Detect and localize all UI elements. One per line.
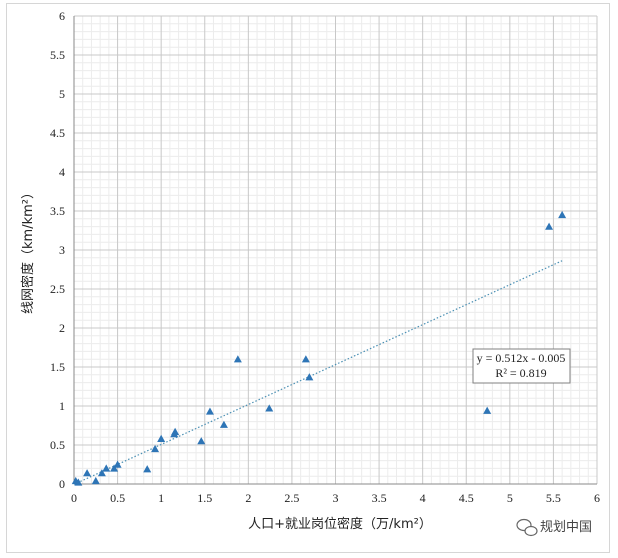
x-tick-label: 1.5 — [197, 491, 212, 505]
y-tick-label: 5.5 — [50, 48, 65, 62]
y-tick-label: 4 — [59, 165, 65, 179]
y-tick-label: 2.5 — [50, 282, 65, 296]
y-axis-title: 线网密度（km/km²） — [20, 186, 36, 314]
x-tick-label: 4.5 — [459, 491, 474, 505]
y-tick-label: 3.5 — [50, 204, 65, 218]
x-tick-label: 5.5 — [546, 491, 561, 505]
x-axis-title: 人口+就业岗位密度（万/km²） — [248, 516, 432, 532]
data-point — [143, 465, 152, 473]
wechat-icon — [516, 518, 538, 537]
y-tick-label: 4.5 — [50, 126, 65, 140]
data-point — [151, 444, 160, 453]
watermark: 规划中国 — [516, 518, 592, 537]
x-tick-label: 6 — [594, 491, 600, 505]
y-tick-label: 2 — [59, 321, 65, 335]
data-point — [301, 355, 310, 363]
y-tick-label: 5 — [59, 87, 65, 101]
data-point — [97, 469, 106, 477]
y-tick-labels: 0 0.5 1 1.5 2 2.5 3 3.5 4 4.5 5 5.5 6 — [50, 9, 65, 491]
x-tick-label: 4 — [420, 491, 426, 505]
data-points — [71, 210, 567, 486]
data-point — [197, 437, 206, 445]
data-point — [233, 355, 242, 363]
trendline-equation: y = 0.512x - 0.005 — [477, 351, 566, 365]
equation-box-border — [472, 348, 571, 384]
x-tick-labels: 0 0.5 1 1.5 2 2.5 3 3.5 4 4.5 5 5.5 6 — [71, 491, 600, 505]
data-point — [171, 427, 180, 435]
data-point — [558, 210, 567, 219]
equation-box: y = 0.512x - 0.005 R² = 0.819 — [472, 348, 571, 384]
data-point — [113, 460, 122, 468]
data-point — [545, 222, 554, 230]
data-point — [74, 478, 83, 486]
x-tick-label: 2 — [245, 491, 251, 505]
y-tick-label: 3 — [59, 243, 65, 257]
x-tick-label: 2.5 — [284, 491, 299, 505]
data-point — [483, 406, 492, 414]
data-point — [110, 464, 119, 472]
data-point — [265, 404, 274, 412]
x-tick-label: 0 — [71, 491, 77, 505]
axes — [73, 16, 597, 485]
data-point — [219, 420, 228, 428]
grid-lines — [73, 15, 598, 485]
data-point — [91, 476, 100, 485]
y-tick-label: 0.5 — [50, 438, 65, 452]
y-tick-label: 1 — [59, 399, 65, 413]
y-tick-label: 0 — [59, 477, 65, 491]
data-point — [157, 434, 166, 442]
watermark-text: 规划中国 — [540, 520, 592, 535]
data-point — [305, 373, 314, 381]
r-squared-label: R² = 0.819 — [495, 366, 546, 380]
y-tick-label: 1.5 — [50, 360, 65, 374]
x-tick-label: 5 — [507, 491, 513, 505]
x-tick-label: 3 — [333, 491, 339, 505]
data-point — [102, 464, 111, 472]
data-point — [83, 469, 92, 477]
y-tick-label: 6 — [59, 9, 65, 23]
x-tick-label: 0.5 — [110, 491, 125, 505]
x-tick-label: 1 — [158, 491, 164, 505]
data-point — [205, 407, 214, 415]
x-tick-label: 3.5 — [372, 491, 387, 505]
